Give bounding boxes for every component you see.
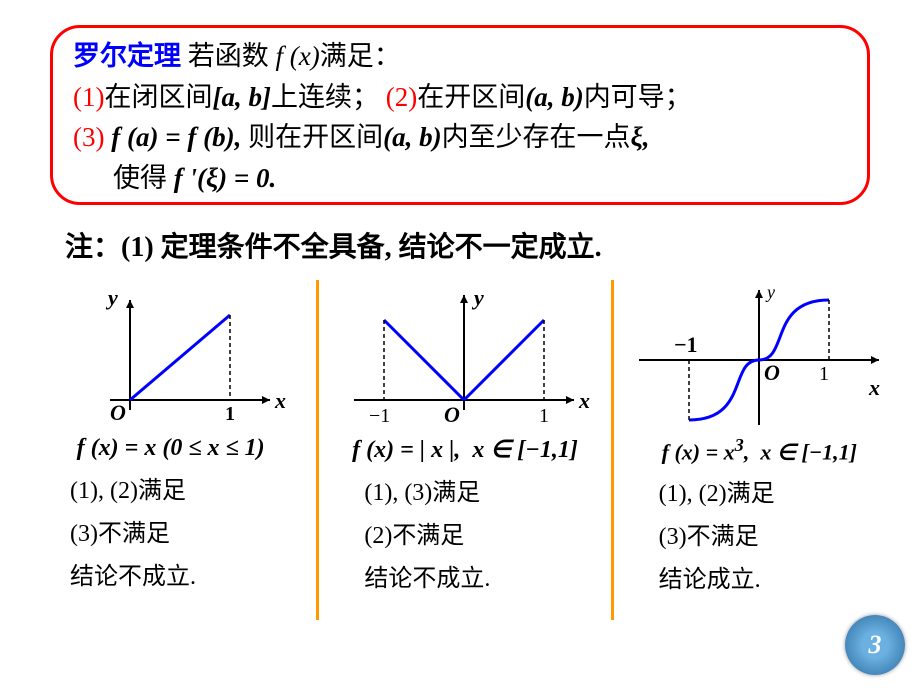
g1-x-label: x	[274, 388, 286, 413]
fx: f (x)	[269, 41, 320, 71]
c2t2: 内可导；	[584, 82, 692, 112]
c1ab: [a, b]	[212, 82, 270, 112]
example-2: y x O −1 1 f (x) = | x |, x ∈ [−1,1] (1)…	[324, 280, 605, 640]
c3xi: ξ,	[631, 122, 650, 152]
ex1-r3: 结论不成立.	[30, 556, 196, 591]
c4eq: f '(ξ) = 0.	[174, 163, 277, 193]
c4t1: 使得	[113, 163, 174, 193]
c3eq: f (a) = f (b),	[104, 122, 248, 152]
ex2-r2: (2)不满足	[324, 515, 464, 550]
ex2-r1: (1), (3)满足	[324, 472, 480, 507]
divider-2	[611, 280, 614, 620]
ex1-r1: (1), (2)满足	[30, 470, 186, 505]
graph-1: y x O 1	[30, 280, 311, 430]
school-logo: 3	[845, 615, 905, 675]
ex3-r1: (1), (2)满足	[619, 473, 775, 508]
ex3-r3: 结论成立.	[619, 559, 761, 594]
c3t1: 则在开区间	[248, 122, 383, 152]
g2-xtick-neg: −1	[369, 405, 390, 427]
c1t2: 上连续；	[271, 82, 379, 112]
g1-y-label: y	[105, 285, 118, 310]
graph-2: y x O −1 1	[324, 280, 605, 430]
examples-row: y x O 1 f (x) = x (0 ≤ x ≤ 1) (1), (2)满足…	[30, 280, 900, 640]
note-line: 注：(1) 定理条件不全具备, 结论不一定成立.	[65, 225, 602, 265]
c2ab: (a, b)	[525, 82, 583, 112]
g2-xtick-pos: 1	[539, 405, 549, 427]
graph-3-svg: y x O −1 1	[619, 280, 899, 430]
g3-xtick-pos: 1	[819, 363, 829, 385]
c1t1: 在闭区间	[104, 82, 212, 112]
g2-x-label: x	[578, 388, 590, 413]
graph-1-svg: y x O 1	[30, 280, 310, 430]
ex1-r2: (3)不满足	[30, 513, 170, 548]
g2-origin: O	[444, 402, 460, 427]
ex3-func: f (x) = x3, x ∈ [−1,1]	[662, 435, 857, 465]
c2-label: (2)	[386, 82, 417, 112]
c3t2: 内至少存在一点	[442, 122, 631, 152]
graph-2-svg: y x O −1 1	[324, 280, 604, 430]
note-text: 定理条件不全具备, 结论不一定成立.	[154, 232, 602, 263]
ex3-r2: (3)不满足	[619, 516, 759, 551]
c3-label: (3)	[73, 122, 104, 152]
example-1: y x O 1 f (x) = x (0 ≤ x ≤ 1) (1), (2)满足…	[30, 280, 311, 640]
graph-3: y x O −1 1	[619, 280, 900, 430]
theorem-line1: 罗尔定理 若函数 f (x)满足：	[73, 36, 847, 77]
theorem-line2: (1)在闭区间[a, b]上连续； (2)在开区间(a, b)内可导；	[73, 77, 847, 118]
ex2-func: f (x) = | x |, x ∈ [−1,1]	[352, 435, 578, 464]
intro2: 满足：	[320, 41, 401, 71]
c1-label: (1)	[73, 82, 104, 112]
divider-1	[316, 280, 319, 620]
g3-y-label: y	[765, 282, 775, 302]
g2-y-label: y	[471, 285, 484, 310]
note-prefix: 注：(1)	[65, 232, 154, 263]
ex2-r3: 结论不成立.	[324, 558, 490, 593]
g1-xtick: 1	[225, 403, 235, 425]
theorem-line3: (3) f (a) = f (b), 则在开区间(a, b)内至少存在一点ξ,	[73, 117, 847, 158]
c2t1: 在开区间	[417, 82, 525, 112]
g3-xtick-neg: −1	[674, 332, 698, 357]
theorem-line4: 使得 f '(ξ) = 0.	[73, 158, 847, 199]
theorem-title: 罗尔定理	[73, 41, 181, 71]
g3-x-label: x	[868, 375, 880, 400]
c3ab: (a, b)	[383, 122, 441, 152]
g3-origin: O	[764, 360, 780, 385]
intro1: 若函数	[188, 41, 269, 71]
example-3: y x O −1 1 f (x) = x3, x ∈ [−1,1] (1), (…	[619, 280, 900, 640]
g1-origin: O	[110, 400, 126, 425]
ex1-func: f (x) = x (0 ≤ x ≤ 1)	[77, 435, 265, 462]
theorem-box: 罗尔定理 若函数 f (x)满足： (1)在闭区间[a, b]上连续； (2)在…	[50, 25, 870, 205]
